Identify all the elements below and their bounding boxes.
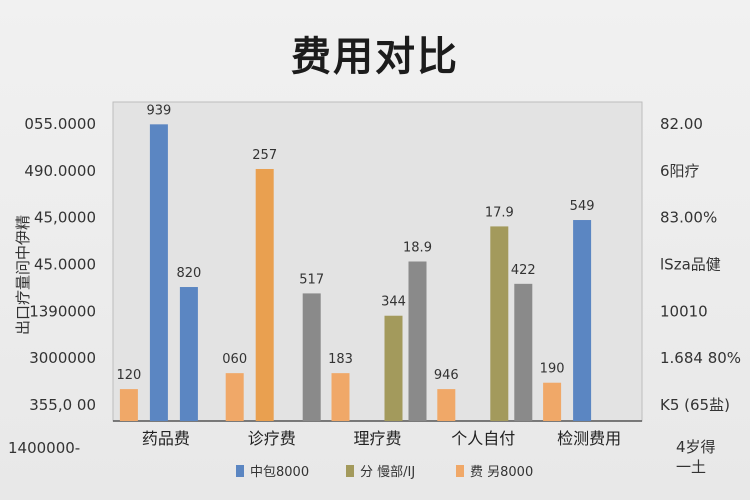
y-left-tick-label: 490.0000 bbox=[24, 162, 96, 180]
legend-swatch bbox=[236, 465, 244, 477]
bar bbox=[225, 373, 244, 421]
x-category-label: 药品费 bbox=[142, 429, 190, 448]
bar bbox=[149, 124, 168, 421]
chart-title: 费用对比 bbox=[291, 34, 459, 80]
data-label: 17.9 bbox=[485, 205, 514, 220]
data-label: 190 bbox=[540, 362, 565, 377]
y-right-tick-label: lSza品健 bbox=[660, 256, 721, 274]
bar bbox=[543, 382, 562, 421]
data-label: 946 bbox=[434, 368, 459, 383]
y-left-tick-label: 355,0 00 bbox=[29, 396, 96, 414]
legend-label: 费 另8000 bbox=[470, 465, 533, 480]
bar bbox=[331, 373, 350, 421]
x-category-label: 诊疗费 bbox=[248, 429, 296, 448]
y-left-tick-label: 45,0000 bbox=[34, 209, 96, 227]
y-left-corner-tick: 1400000- bbox=[8, 439, 80, 457]
bar bbox=[119, 389, 138, 421]
data-label: 183 bbox=[328, 352, 353, 367]
legend-swatch bbox=[346, 465, 354, 477]
x-category-label: 检测费用 bbox=[557, 429, 621, 448]
y-right-tick-label: 6阳疗 bbox=[660, 162, 700, 180]
y-right-corner-tick: 4岁得 bbox=[676, 438, 716, 456]
y-right-tick-label: 83.00% bbox=[660, 209, 717, 227]
data-label: 060 bbox=[222, 352, 247, 367]
x-category-label: 理疗费 bbox=[353, 429, 401, 448]
data-label: 18.9 bbox=[403, 241, 432, 256]
legend-label: 中包8000 bbox=[250, 465, 309, 480]
bar bbox=[255, 168, 274, 421]
bar bbox=[573, 220, 592, 421]
y-right-tick-label: 82.00 bbox=[660, 115, 703, 133]
y-left-tick-label: 3000000 bbox=[29, 349, 96, 367]
bar bbox=[408, 261, 427, 421]
data-label: 549 bbox=[570, 199, 595, 214]
data-label: 939 bbox=[146, 103, 171, 118]
data-label: 422 bbox=[511, 263, 536, 278]
y-right-corner-tick: 一土 bbox=[676, 458, 706, 476]
y-right-tick-label: K5 (65盐) bbox=[660, 396, 730, 414]
bar bbox=[514, 283, 533, 421]
data-label: 517 bbox=[299, 272, 324, 287]
legend-swatch bbox=[456, 465, 464, 477]
data-label: 820 bbox=[176, 266, 201, 281]
y-axis-label: 出口疗量问中伊精 bbox=[14, 215, 32, 335]
plot-area bbox=[112, 101, 643, 422]
y-right-tick-label: 1.684 80% bbox=[660, 349, 741, 367]
bar bbox=[302, 293, 321, 421]
y-right-tick-label: 10010 bbox=[660, 302, 708, 320]
bar bbox=[384, 315, 403, 421]
y-left-tick-label: 1390000 bbox=[29, 302, 96, 320]
y-left-tick-label: 45.0000 bbox=[34, 256, 96, 274]
legend-label: 分 慢部/IJ bbox=[360, 464, 415, 480]
bar bbox=[437, 389, 456, 421]
y-left-tick-label: 055.0000 bbox=[24, 115, 96, 133]
data-label: 344 bbox=[381, 295, 406, 310]
data-label: 120 bbox=[116, 368, 141, 383]
data-label: 257 bbox=[252, 148, 277, 163]
bar bbox=[179, 287, 198, 421]
x-category-label: 个人自付 bbox=[451, 429, 515, 448]
bar bbox=[490, 226, 509, 421]
